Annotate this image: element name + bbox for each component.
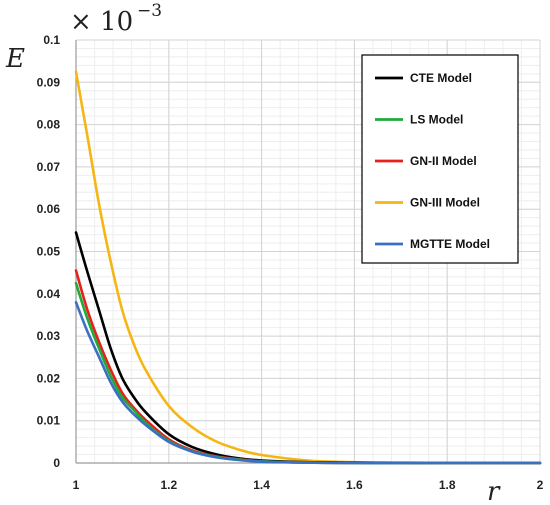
multiplier-base: × 10: [70, 7, 133, 37]
x-tick-label: 1.6: [346, 478, 363, 492]
y-tick-label: 0.01: [37, 414, 61, 428]
x-tick-label: 2: [537, 478, 544, 492]
y-tick-label: 0.08: [37, 118, 61, 132]
legend: CTE Model LS Model GN-II Model GN-III Model…: [361, 54, 519, 264]
x-tick-label: 1.8: [439, 478, 456, 492]
legend-box: [361, 54, 519, 264]
x-tick-label: 1: [73, 478, 80, 492]
x-axis-label: r: [487, 477, 501, 505]
y-tick-labels: 0 0.01 0.02 0.03 0.04 0.05 0.06 0.07 0.08 0.09 0.1: [37, 33, 61, 470]
y-tick-label: 0.06: [37, 202, 61, 216]
y-tick-label: 0: [53, 456, 60, 470]
y-tick-label: 0.03: [37, 329, 61, 343]
y-tick-label: 0.1: [43, 33, 60, 47]
y-tick-label: 0.04: [37, 287, 61, 301]
x-tick-label: 1.2: [160, 478, 177, 492]
y-axis-multiplier: × 10 −3: [70, 1, 162, 37]
y-tick-label: 0.02: [37, 371, 61, 385]
y-tick-label: 0.07: [37, 160, 61, 174]
y-tick-label: 0.05: [37, 245, 61, 259]
legend-label-mgtte-model: MGTTE Model: [410, 237, 490, 251]
legend-label-gn-iii-model: GN-III Model: [410, 196, 480, 210]
y-tick-label: 0.09: [37, 75, 61, 89]
legend-label-ls-model: LS Model: [410, 113, 463, 127]
legend-label-cte-model: CTE Model: [410, 71, 472, 85]
y-axis-label: E: [5, 44, 25, 74]
series-lines: [74, 70, 542, 465]
legend-label-gn-ii-model: GN-II Model: [410, 154, 477, 168]
x-tick-labels: 1 1.2 1.4 1.6 1.8 2: [73, 478, 544, 492]
series-line-mgtte-model: [74, 301, 542, 465]
multiplier-exponent: −3: [137, 1, 162, 21]
x-tick-label: 1.4: [253, 478, 270, 492]
